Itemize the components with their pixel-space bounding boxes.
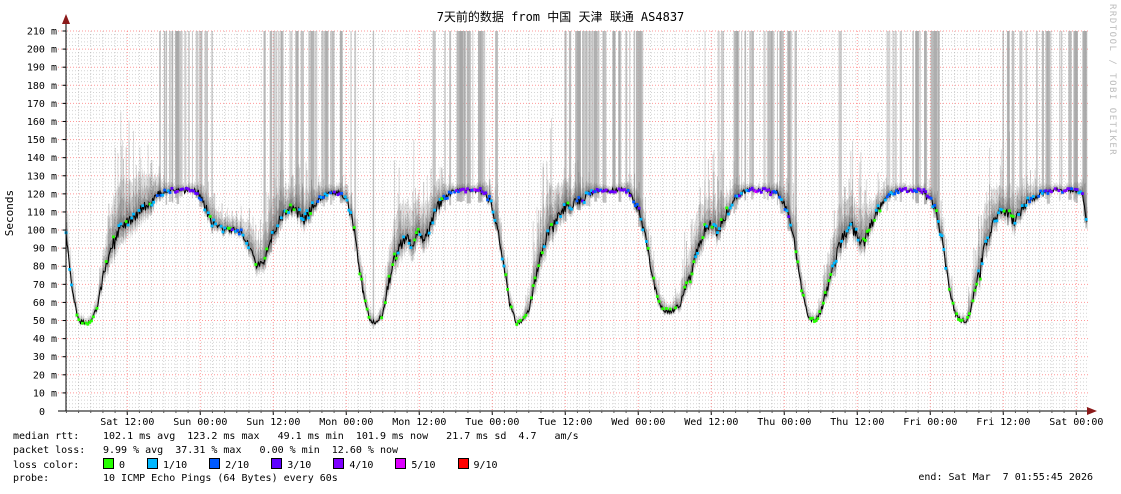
y-tick-label: 160 m [27, 117, 57, 128]
median-rtt-values: 102.1 ms avg 123.2 ms max 49.1 ms min 10… [103, 431, 579, 442]
y-tick-label: 20 m [33, 370, 57, 381]
y-tick-label-zero: 0 [39, 407, 45, 418]
y-tick-label: 190 m [27, 63, 57, 74]
axes [58, 14, 1097, 415]
loss-legend-item: 9/10 [457, 458, 498, 471]
probe-label: probe: [13, 473, 50, 484]
loss-legend-label: 3/10 [287, 460, 312, 471]
y-tick-label: 30 m [33, 352, 57, 363]
loss-color-swatch [147, 458, 159, 469]
y-tick-label: 60 m [33, 298, 57, 309]
loss-legend-item: 0 [103, 458, 126, 471]
median-rtt-row: median rtt: 102.1 ms avg 123.2 ms max 49.… [13, 430, 579, 444]
packet-loss-values: 9.99 % avg 37.31 % max 0.00 % min 12.60 … [103, 445, 399, 456]
y-tick-label: 130 m [27, 171, 57, 182]
y-tick-label: 90 m [33, 244, 57, 255]
loss-color-swatch [103, 458, 114, 469]
x-tick-label: Fri 12:00 [976, 417, 1030, 428]
probe-row: probe: 10 ICMP Echo Pings (64 Bytes) ever… [13, 472, 579, 486]
loss-legend: 0 1/10 2/10 3/10 4/10 5/10 9/10 [103, 458, 520, 471]
y-tick-label: 10 m [33, 388, 57, 399]
packet-loss-label: packet loss: [13, 445, 86, 456]
loss-legend-item: 2/10 [209, 458, 250, 471]
chart-title: 7天前的数据 from 中国 天津 联通 AS4837 [436, 10, 685, 24]
x-tick-label: Sat 12:00 [100, 417, 154, 428]
loss-legend-label: 4/10 [349, 460, 374, 471]
y-tick-label: 170 m [27, 99, 57, 110]
loss-legend-item: 4/10 [333, 458, 374, 471]
probe-value: 10 ICMP Echo Pings (64 Bytes) every 60s [103, 473, 338, 484]
loss-color-label: loss color: [13, 460, 80, 471]
y-tick-label: 100 m [27, 226, 57, 237]
loss-color-swatch [457, 458, 469, 469]
x-tick-label: Sun 12:00 [246, 417, 300, 428]
stats-block: median rtt: 102.1 ms avg 123.2 ms max 49.… [13, 430, 579, 486]
loss-legend-item: 5/10 [395, 458, 436, 471]
x-tick-label: Tue 12:00 [538, 417, 592, 428]
loss-legend-item: 1/10 [147, 458, 188, 471]
loss-colored-segments [64, 186, 1088, 326]
y-tick-label: 70 m [33, 280, 57, 291]
y-tick-label: 210 m [27, 27, 57, 38]
latency-chart-canvas: 10 m 20 m 30 m 40 m 50 m 60 m 70 m 80 m 90 m 100 … [27, 14, 1104, 429]
x-tick-label: Tue 00:00 [465, 417, 519, 428]
loss-color-swatch [271, 458, 283, 469]
axis-labels: 10 m 20 m 30 m 40 m 50 m 60 m 70 m 80 m 90 m 100 … [27, 27, 1104, 429]
x-tick-label: Mon 12:00 [392, 417, 446, 428]
y-tick-label: 180 m [27, 81, 57, 92]
loss-color-swatch [209, 458, 221, 469]
loss-legend-label: 9/10 [473, 460, 498, 471]
y-tick-label: 80 m [33, 262, 57, 273]
loss-legend-label: 5/10 [411, 460, 436, 471]
x-tick-label: Sat 00:00 [1049, 417, 1103, 428]
median-rtt-label: median rtt: [13, 431, 80, 442]
x-tick-label: Mon 00:00 [319, 417, 373, 428]
y-tick-label: 110 m [27, 208, 57, 219]
x-tick-label: Thu 00:00 [757, 417, 811, 428]
x-tick-label: Sun 00:00 [173, 417, 227, 428]
loss-color-swatch [395, 458, 407, 469]
loss-legend-label: 1/10 [163, 460, 188, 471]
y-tick-label: 40 m [33, 334, 57, 345]
y-tick-label: 140 m [27, 153, 57, 164]
loss-color-legend-row: loss color: 0 1/10 2/10 3/10 4/10 5/10 9/10 [13, 458, 579, 472]
x-tick-label: Fri 00:00 [903, 417, 957, 428]
rrdtool-watermark: RRDTOOL / TOBI OETIKER [1107, 4, 1117, 157]
y-tick-label: 150 m [27, 135, 57, 146]
x-tick-label: Thu 12:00 [830, 417, 884, 428]
x-tick-label: Wed 00:00 [611, 417, 665, 428]
end-timestamp: end: Sat Mar 7 01:55:45 2026 [918, 472, 1093, 483]
loss-color-swatch [333, 458, 345, 469]
loss-bars [159, 31, 1088, 329]
loss-legend-label: 0 [119, 460, 126, 471]
y-tick-label: 50 m [33, 316, 57, 327]
x-tick-label: Wed 12:00 [684, 417, 738, 428]
y-tick-label: 200 m [27, 45, 57, 56]
loss-legend-item: 3/10 [271, 458, 312, 471]
packet-loss-row: packet loss: 9.99 % avg 37.31 % max 0.00 … [13, 444, 579, 458]
y-tick-label: 120 m [27, 189, 57, 200]
loss-legend-label: 2/10 [225, 460, 250, 471]
